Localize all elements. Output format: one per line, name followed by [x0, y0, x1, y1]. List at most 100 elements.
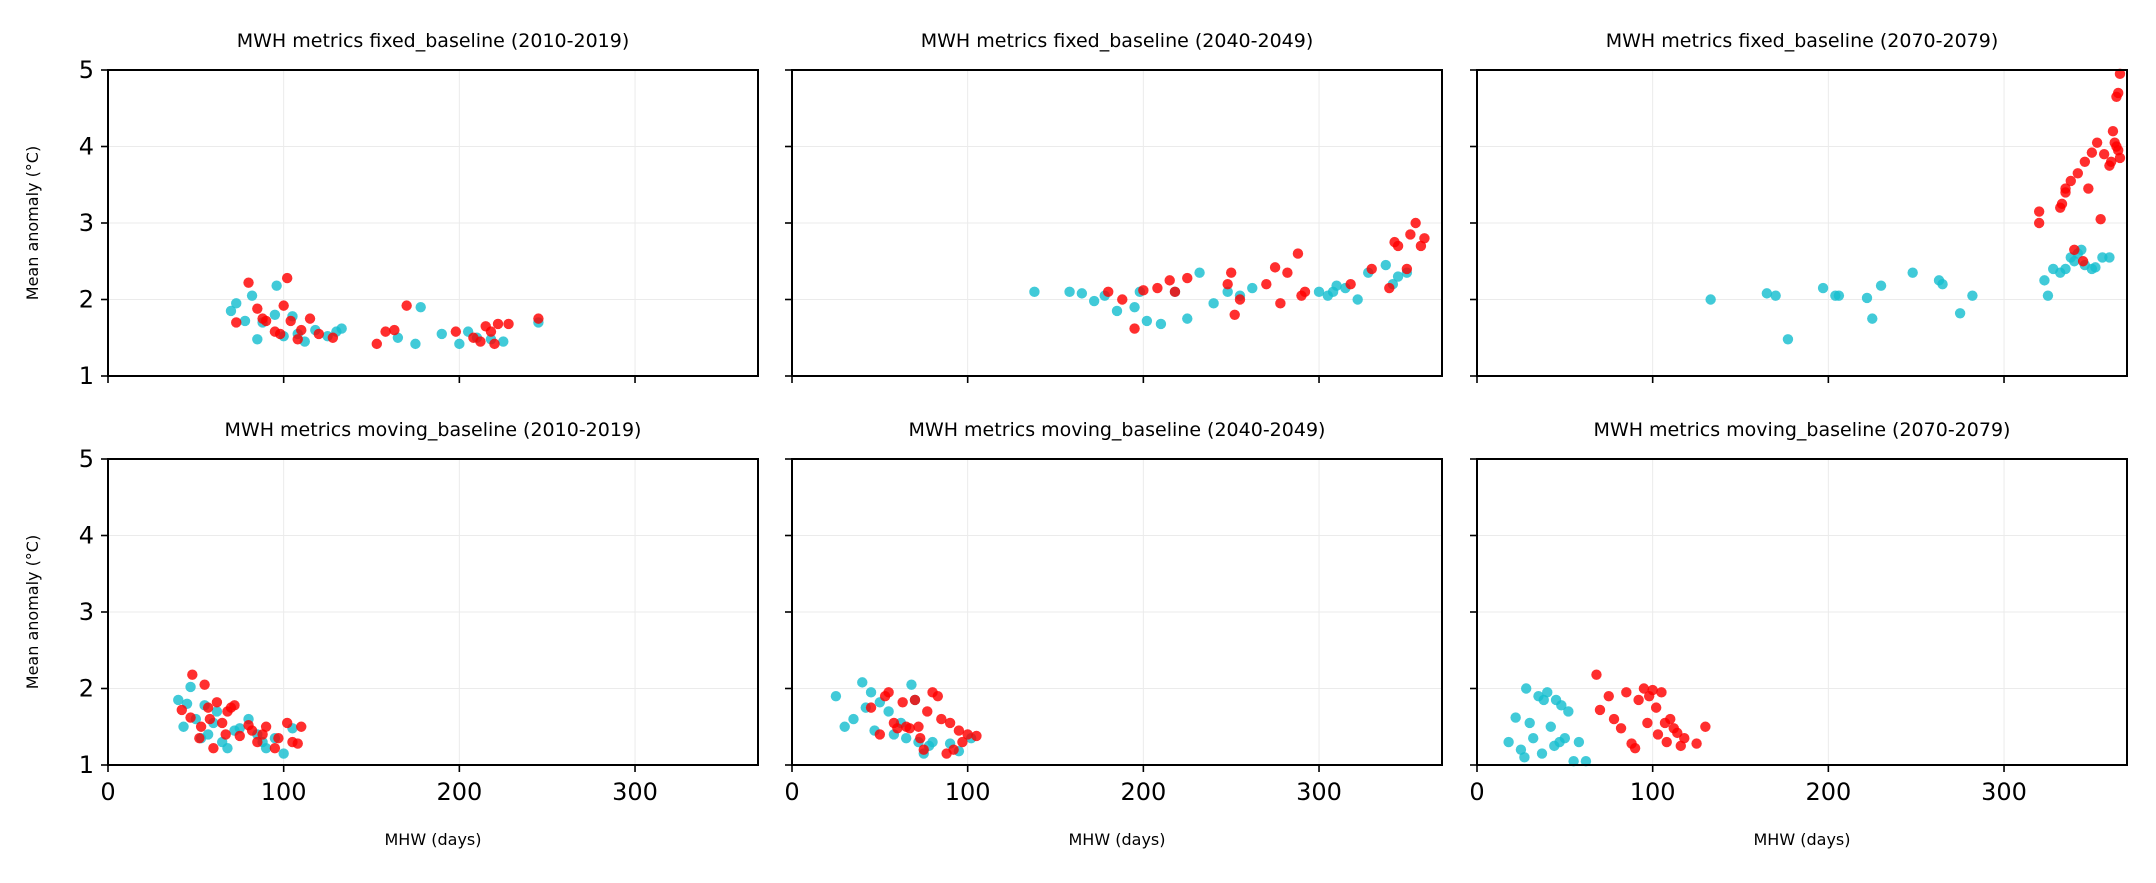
data-point	[1594, 704, 1606, 716]
data-point	[913, 721, 924, 732]
y-tick-label: 3	[79, 598, 94, 626]
data-point	[1817, 282, 1829, 294]
data-point	[1225, 267, 1237, 278]
data-point	[252, 303, 263, 314]
data-point	[281, 717, 293, 729]
data-point	[1647, 684, 1658, 696]
data-point	[1621, 687, 1632, 698]
data-point	[498, 336, 509, 347]
data-point	[1282, 267, 1293, 278]
data-point	[1633, 694, 1644, 706]
data-point	[1642, 717, 1653, 729]
data-point	[1138, 285, 1149, 296]
x-tick-label: 100	[1630, 778, 1676, 806]
data-point	[401, 300, 412, 311]
data-point	[327, 332, 339, 343]
data-point	[1384, 282, 1395, 294]
data-point	[281, 272, 293, 284]
data-point	[848, 713, 859, 725]
data-point	[454, 338, 465, 350]
data-point	[229, 700, 240, 711]
data-point	[1164, 275, 1175, 286]
x-tick-label: 0	[100, 778, 115, 806]
data-point	[246, 290, 258, 301]
data-point	[1661, 736, 1672, 748]
data-point	[2113, 87, 2124, 99]
data-point	[857, 677, 868, 688]
x-tick-label: 200	[436, 778, 482, 806]
data-point	[489, 338, 500, 350]
data-point	[1559, 733, 1571, 744]
data-point	[185, 712, 196, 723]
data-point	[883, 687, 894, 698]
data-point	[1967, 290, 1978, 301]
data-point	[1691, 738, 1702, 749]
data-point	[1392, 240, 1404, 252]
data-point	[1182, 313, 1193, 324]
subplot-2: MWH metrics fixed_baseline (2040-2049)	[785, 30, 1443, 383]
x-tick-label: 100	[261, 778, 307, 806]
data-point	[485, 326, 497, 337]
data-point	[410, 338, 421, 350]
data-point	[389, 324, 400, 336]
data-point	[260, 721, 272, 732]
data-point	[927, 736, 938, 748]
data-point	[1629, 742, 1641, 754]
data-point	[185, 681, 196, 693]
y-tick-label: 4	[79, 522, 94, 550]
data-point	[271, 280, 282, 291]
data-point	[1519, 752, 1530, 763]
data-point	[211, 697, 223, 708]
data-point	[2060, 187, 2071, 198]
data-point	[1234, 294, 1246, 305]
data-point	[1563, 706, 1574, 717]
data-point	[2077, 256, 2089, 267]
data-point	[1088, 295, 1100, 307]
data-point	[1520, 683, 1532, 694]
y-axis-label: Mean anomaly (°C)	[23, 535, 42, 689]
data-point	[1331, 280, 1342, 291]
data-point	[2098, 148, 2110, 160]
data-point	[1700, 721, 1711, 732]
data-point	[874, 729, 886, 740]
data-point	[2033, 206, 2045, 217]
x-tick-label: 0	[1469, 778, 1484, 806]
data-point	[2039, 275, 2050, 286]
data-point	[1761, 288, 1773, 299]
data-point	[1313, 286, 1325, 298]
data-point	[1064, 286, 1075, 298]
data-point	[296, 721, 307, 732]
subplot-title: MWH metrics moving_baseline (2070-2079)	[1594, 419, 2011, 441]
subplot-title: MWH metrics moving_baseline (2010-2019)	[225, 419, 642, 441]
data-point	[231, 298, 242, 309]
data-point	[371, 338, 382, 350]
data-point	[948, 744, 959, 755]
data-point	[1182, 272, 1193, 284]
data-point	[220, 729, 231, 740]
data-point	[1261, 279, 1272, 290]
data-point	[260, 742, 272, 754]
x-axis-label: MHW (days)	[1069, 830, 1166, 849]
data-point	[1352, 294, 1363, 305]
data-point	[1129, 323, 1140, 334]
subplot-title: MWH metrics fixed_baseline (2040-2049)	[921, 30, 1314, 52]
data-point	[380, 326, 391, 337]
data-point	[252, 736, 263, 748]
data-point	[1194, 267, 1205, 278]
data-point	[2083, 183, 2094, 194]
data-point	[1401, 263, 1413, 275]
data-point	[450, 326, 462, 337]
data-point	[1580, 755, 1592, 767]
data-point	[1672, 727, 1683, 739]
data-point	[1545, 721, 1556, 732]
data-point	[178, 721, 189, 732]
data-point	[1528, 733, 1539, 744]
data-point	[475, 336, 486, 347]
data-point	[1542, 687, 1553, 698]
data-point	[2079, 156, 2091, 167]
series-1	[1705, 244, 2115, 345]
data-point	[1405, 229, 1416, 240]
data-point	[1410, 217, 1421, 229]
data-point	[296, 324, 307, 336]
